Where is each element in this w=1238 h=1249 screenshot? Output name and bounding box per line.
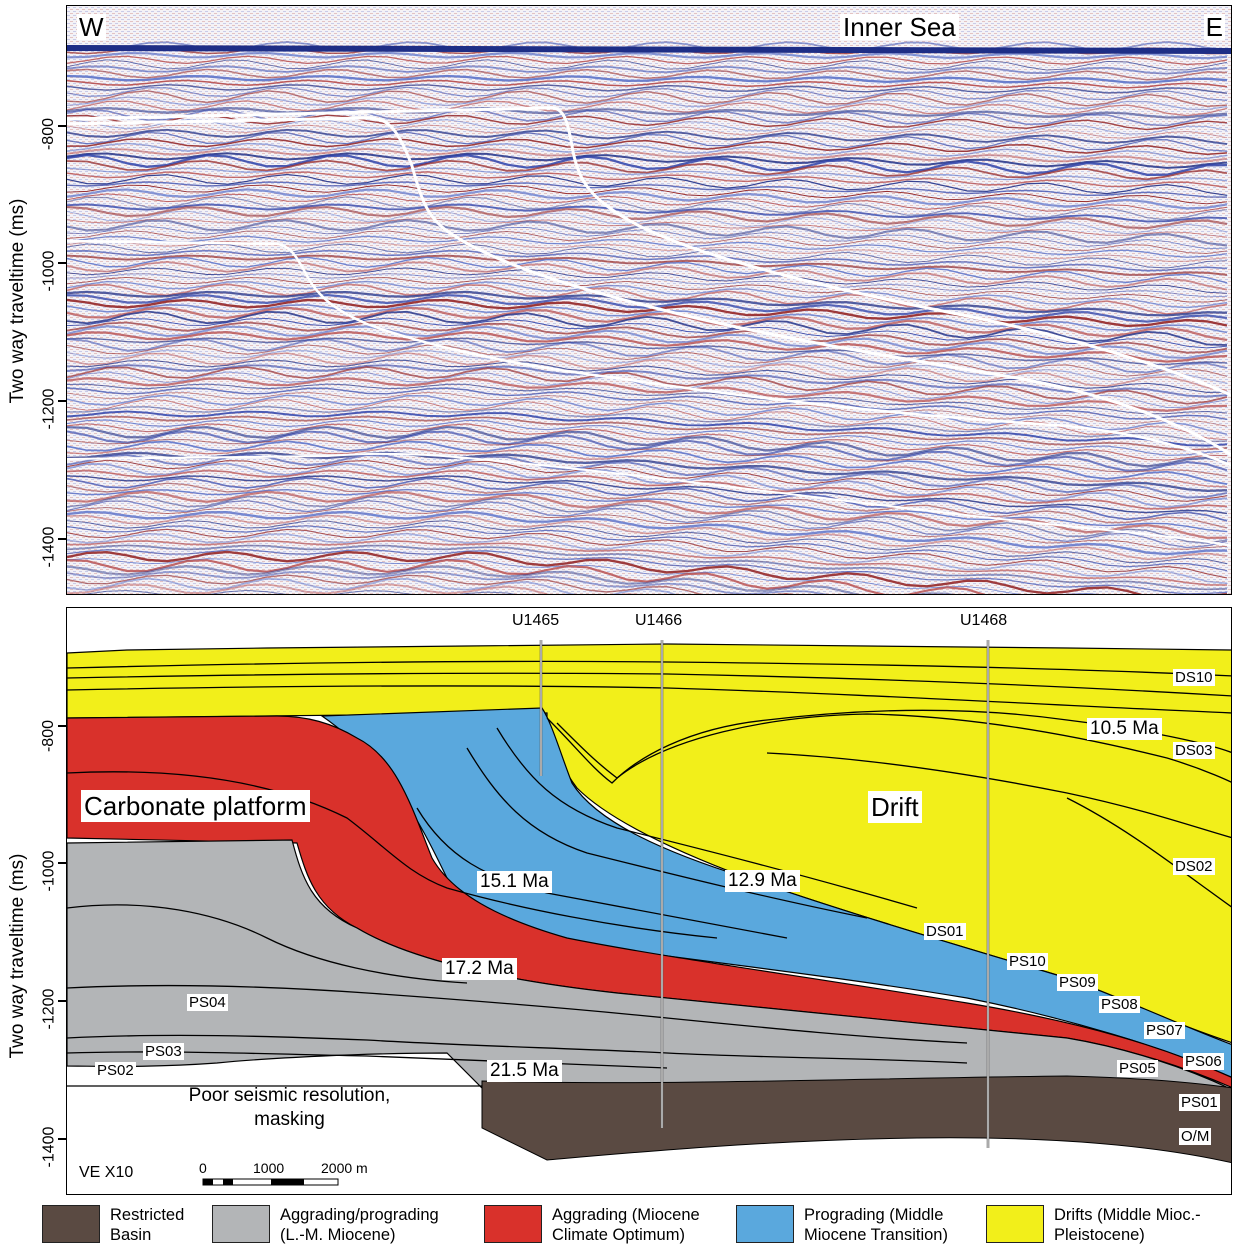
legend-swatch [42, 1205, 100, 1243]
seq-label-ps08: PS08 [1099, 996, 1140, 1013]
interp-tick-1000: -1000 [40, 850, 58, 892]
interpretation-cross-section [67, 640, 1231, 1186]
seismic-title: Inner Sea [840, 14, 959, 40]
seq-label-ps03: PS03 [143, 1043, 184, 1060]
scale-label-2000: 2000 m [321, 1160, 368, 1176]
legend-label: Prograding (Middle Miocene Transition) [804, 1206, 948, 1244]
seq-label-ps05: PS05 [1117, 1060, 1158, 1077]
legend-label: Aggrading (Miocene Climate Optimum) [552, 1206, 700, 1244]
seq-label-ds10: DS10 [1173, 669, 1215, 686]
interp-y-axis-label: Two way traveltime (ms) [7, 853, 28, 1059]
age-label-15-1: 15.1 Ma [477, 871, 552, 893]
seq-label-ps04: PS04 [187, 994, 228, 1011]
legend-item-restricted-basin: Restricted Basin [42, 1205, 184, 1245]
seismic-tick-1000: -1000 [40, 250, 58, 292]
seismic-image [67, 6, 1231, 594]
legend-label: Restricted Basin [110, 1206, 185, 1244]
seismic-tick-1400: -1400 [40, 526, 58, 568]
scale-label-1000: 1000 [253, 1160, 285, 1176]
seq-label-ps07: PS07 [1144, 1022, 1185, 1039]
legend-swatch [736, 1205, 794, 1243]
poor-resolution-label: Poor seismic resolution, masking [188, 1085, 391, 1130]
well-label-u1468: U1468 [960, 612, 1008, 629]
interp-tick-1400: -1400 [40, 1126, 58, 1168]
seq-label-ps01: PS01 [1179, 1094, 1220, 1111]
seq-label-ps02: PS02 [95, 1062, 136, 1079]
interp-tick-1200: -1200 [40, 988, 58, 1030]
seq-label-ps09: PS09 [1057, 974, 1098, 991]
restricted-basin-unit [481, 1075, 1231, 1164]
drift-label: Drift [868, 791, 922, 823]
legend-label: Aggrading/prograding (L.-M. Miocene) [280, 1206, 439, 1244]
scale-bar [202, 1178, 339, 1186]
age-label-10-5: 10.5 Ma [1087, 718, 1162, 740]
interpretation-panel: U1465 U1466 U1468 Carbonate platform Dri… [66, 607, 1232, 1195]
age-label-17-2: 17.2 Ma [442, 958, 517, 980]
interp-tick-800: -800 [40, 719, 58, 753]
legend-item-aggrading-prograding: Aggrading/prograding (L.-M. Miocene) [212, 1205, 439, 1245]
carbonate-platform-label: Carbonate platform [81, 790, 310, 822]
legend-swatch [212, 1205, 270, 1243]
seq-label-om: O/M [1179, 1128, 1212, 1145]
vertical-exaggeration-label: VE X10 [79, 1164, 134, 1181]
legend: Restricted Basin Aggrading/prograding (L… [0, 1200, 1238, 1249]
legend-swatch [484, 1205, 542, 1243]
legend-item-prograding-mmt: Prograding (Middle Miocene Transition) [736, 1205, 948, 1245]
age-label-12-9: 12.9 Ma [725, 870, 800, 892]
legend-item-drifts: Drifts (Middle Mioc.- Pleistocene) [986, 1205, 1201, 1245]
seq-label-ds01: DS01 [924, 923, 966, 940]
seq-label-ds03: DS03 [1173, 742, 1215, 759]
seq-label-ps10: PS10 [1007, 953, 1048, 970]
seismic-y-axis-label: Two way traveltime (ms) [7, 198, 28, 404]
legend-item-aggrading-mco: Aggrading (Miocene Climate Optimum) [484, 1205, 700, 1245]
well-label-u1466: U1466 [635, 612, 683, 629]
seismic-tick-800: -800 [40, 117, 58, 151]
seq-label-ps06: PS06 [1183, 1053, 1224, 1070]
seismic-section-panel: W Inner Sea E [66, 5, 1232, 595]
seismic-tick-1200: -1200 [40, 388, 58, 430]
legend-label: Drifts (Middle Mioc.- Pleistocene) [1054, 1206, 1201, 1244]
well-label-u1465: U1465 [512, 612, 560, 629]
west-label: W [77, 12, 106, 42]
age-label-21-5: 21.5 Ma [487, 1060, 562, 1082]
scale-label-0: 0 [199, 1160, 207, 1176]
legend-swatch [986, 1205, 1044, 1243]
seq-label-ds02: DS02 [1173, 858, 1215, 875]
east-label: E [1203, 12, 1225, 42]
